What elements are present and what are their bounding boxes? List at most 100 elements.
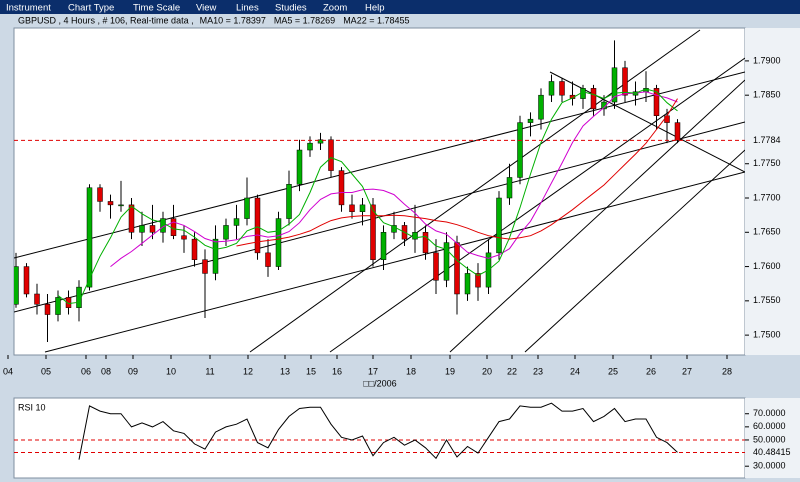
candle-body (265, 252, 271, 267)
candle-body (65, 297, 72, 308)
rsi-line (78, 402, 678, 460)
candle-body (191, 238, 198, 260)
x-tick-label: 25 (608, 366, 618, 376)
x-tick-label: 17 (368, 366, 378, 376)
candle-body (14, 266, 19, 305)
x-tick-label: 28 (722, 366, 732, 376)
candle-body (307, 142, 313, 151)
candle-body (653, 88, 660, 116)
y-tick-label: 30.0000 (753, 461, 786, 471)
candle-body (349, 204, 355, 212)
candle-body (412, 232, 418, 240)
x-tick-label: 15 (306, 366, 316, 376)
menu-bar (0, 0, 800, 14)
candle-body (517, 122, 523, 178)
x-tick-label: 10 (166, 366, 176, 376)
current-price-label: 1.7784 (753, 135, 781, 145)
candle-body (244, 197, 250, 219)
candle-body (674, 122, 681, 141)
menu: Instrument Chart Type Time Scale View Lines S… (6, 3, 385, 14)
y-tick-label: 1.7700 (753, 192, 781, 202)
candle-body (380, 232, 387, 260)
candle-body (328, 139, 334, 171)
price-axis (745, 28, 800, 355)
x-tick-label: 22 (507, 366, 517, 376)
menu-item[interactable]: Zoom (323, 3, 347, 14)
candle-body (391, 225, 397, 233)
x-tick-label: 20 (482, 366, 492, 376)
y-tick-label: 1.7650 (753, 227, 781, 237)
menu-item[interactable]: Time Scale (133, 3, 180, 14)
candle-body (506, 177, 513, 199)
candle-body (286, 184, 292, 219)
plots: GBPUSD , 4 Hours , # 106, Real-time data… (3, 15, 791, 470)
rsi-axis (745, 398, 800, 478)
candle-body (475, 273, 481, 288)
menu-item[interactable]: View (196, 3, 217, 14)
candle-body (590, 88, 597, 110)
candle-body (359, 204, 366, 212)
menu-item[interactable]: Lines (236, 3, 259, 14)
x-tick-label: 19 (445, 366, 455, 376)
candle-body (275, 218, 282, 267)
candle-body (55, 297, 61, 315)
menu-item[interactable]: Help (365, 3, 385, 14)
x-tick-label: 06 (81, 366, 91, 376)
candle-body (107, 201, 114, 206)
x-tick-label: 26 (646, 366, 656, 376)
y-tick-label: 50.0000 (753, 434, 786, 444)
y-tick-label: 70.0000 (753, 408, 786, 418)
trend-line (329, 57, 745, 353)
menu-item[interactable]: Studies (275, 3, 307, 14)
candle-body (454, 242, 460, 295)
x-tick-label: 27 (682, 366, 692, 376)
candle-body (97, 187, 103, 202)
candle-body (181, 235, 187, 240)
rsi-panel (13, 397, 746, 479)
candle-body (527, 118, 534, 123)
candle-body (611, 67, 618, 103)
moving-average (236, 98, 678, 247)
candle-body (233, 218, 240, 226)
x-tick-label: 16 (332, 366, 342, 376)
moving-average (57, 88, 678, 305)
candle-body (254, 197, 261, 254)
trend-line (449, 79, 745, 353)
x-tick-label: 08 (101, 366, 111, 376)
trend-line (14, 121, 745, 313)
candle-body (622, 67, 628, 96)
candle-body (128, 204, 135, 233)
trend-line (524, 149, 745, 353)
menu-item[interactable]: Instrument (6, 3, 51, 14)
y-tick-label: 1.7850 (753, 90, 781, 100)
candle-body (317, 139, 324, 144)
candle-body (118, 204, 124, 207)
x-tick-label: 18 (406, 366, 416, 376)
candle-body (664, 115, 670, 123)
candle-body (139, 225, 145, 233)
trend-line (44, 171, 745, 353)
x-tick-label: 09 (128, 366, 138, 376)
legend-entry: MA5 = 1.78269 (274, 15, 335, 25)
candle-body (370, 204, 376, 260)
x-tick-label: 13 (280, 366, 290, 376)
candle-body (44, 304, 51, 315)
candle-body (34, 293, 40, 305)
legend-entry: MA10 = 1.78397 (200, 15, 266, 25)
price-panel (13, 27, 746, 356)
legend-entry: MA22 = 1.78455 (343, 15, 409, 25)
candle-body (496, 197, 502, 254)
x-tick-label: 11 (205, 366, 214, 376)
candle-body (422, 232, 429, 254)
candle-body (559, 81, 565, 96)
candle-body (149, 225, 156, 233)
x-axis-title: □□/2006 (363, 378, 396, 388)
candle-body (538, 94, 544, 120)
y-tick-label: 1.7550 (753, 295, 781, 305)
x-tick-label: 23 (533, 366, 543, 376)
candle-body (170, 218, 177, 236)
menu-item[interactable]: Chart Type (68, 3, 114, 14)
y-tick-label: 60.0000 (753, 421, 786, 431)
